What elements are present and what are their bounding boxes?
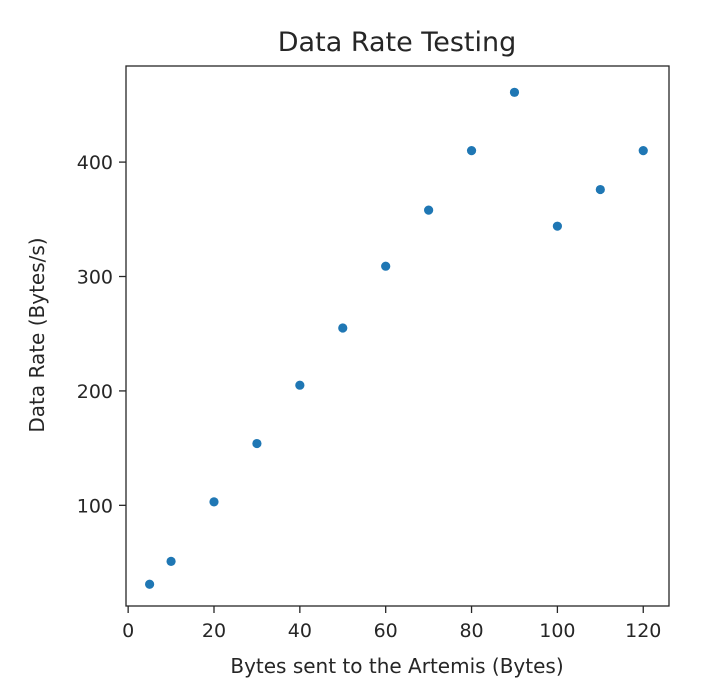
x-tick-label: 40 — [288, 620, 312, 642]
y-tick-label: 400 — [77, 152, 113, 174]
chart-title: Data Rate Testing — [278, 27, 516, 58]
y-tick-label: 300 — [77, 267, 113, 289]
x-tick-label: 120 — [625, 620, 661, 642]
x-tick-label: 100 — [539, 620, 575, 642]
y-tick-label: 200 — [77, 381, 113, 403]
data-point — [424, 205, 434, 215]
plot-area — [125, 65, 670, 607]
x-tick-label: 0 — [122, 620, 134, 642]
y-axis-label: Data Rate (Bytes/s) — [25, 237, 49, 432]
data-point — [638, 146, 648, 156]
data-point — [252, 438, 262, 449]
data-point — [595, 184, 605, 195]
x-axis-label: Bytes sent to the Artemis (Bytes) — [230, 654, 563, 678]
x-tick-label: 80 — [459, 620, 483, 642]
data-points — [145, 87, 648, 589]
data-point — [338, 323, 348, 333]
y-tick-label: 100 — [77, 495, 113, 517]
data-point — [295, 380, 305, 390]
data-point — [509, 87, 520, 97]
data-point — [466, 146, 477, 156]
x-tick-label: 60 — [374, 620, 398, 642]
plot-frame — [125, 65, 670, 607]
data-point — [145, 579, 155, 589]
x-axis: 0 20 40 60 80 100 120 — [122, 606, 661, 642]
data-point — [552, 221, 562, 231]
y-axis: 100 200 300 400 — [77, 152, 126, 517]
x-tick-label: 20 — [202, 620, 226, 642]
data-point — [381, 261, 391, 271]
data-point — [166, 556, 176, 566]
data-point — [209, 497, 219, 507]
